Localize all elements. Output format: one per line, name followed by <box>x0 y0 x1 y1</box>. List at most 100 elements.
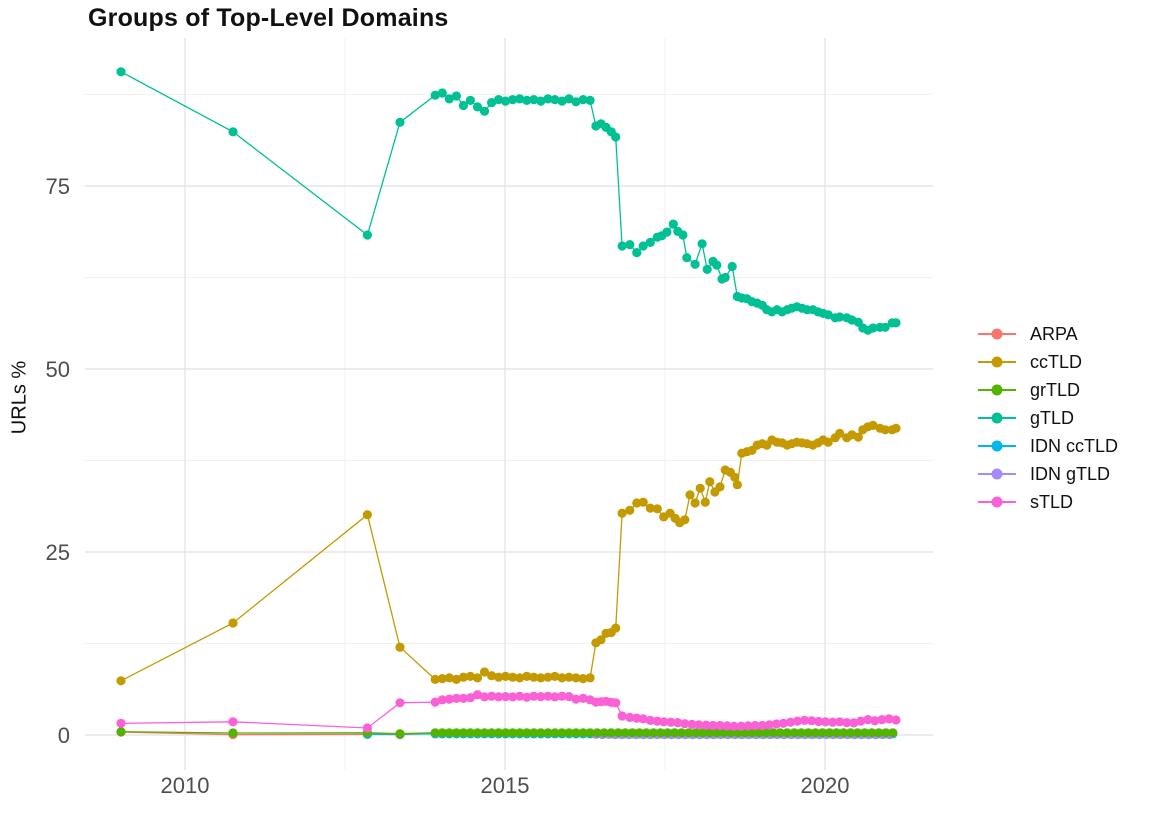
series-point-grTLD <box>670 728 680 738</box>
series-point-gTLD <box>465 95 475 105</box>
series-point-ccTLD <box>395 642 405 652</box>
series-point-grTLD <box>228 728 238 738</box>
series-point-ccTLD <box>625 505 635 515</box>
series-point-ccTLD <box>430 674 440 685</box>
series-point-ccTLD <box>868 420 878 430</box>
series-point-sTLD <box>743 721 753 731</box>
series-point-grTLD <box>487 728 497 738</box>
series-point-grTLD <box>712 728 722 738</box>
series-point-sTLD <box>617 711 627 721</box>
series-point-ccTLD <box>611 623 621 633</box>
series-point-ccTLD <box>116 676 126 686</box>
series-point-grTLD <box>691 728 701 738</box>
series-point-ccTLD <box>617 508 627 518</box>
series-point-gTLD <box>625 240 635 250</box>
series-point-ccTLD <box>444 673 454 683</box>
legend-item-ccTLD: ccTLD <box>977 348 1118 376</box>
legend-label: sTLD <box>1030 491 1074 512</box>
series-point-ccTLD <box>529 672 539 682</box>
x-tick-label: 2010 <box>161 773 210 798</box>
series-point-grTLD <box>803 728 814 738</box>
series-point-sTLD <box>750 720 760 731</box>
series-point-gTLD <box>823 310 833 320</box>
series-point-grTLD <box>592 728 602 738</box>
legend-key-icon <box>978 468 1016 480</box>
series-point-grTLD <box>655 728 666 738</box>
series-point-gTLD <box>682 253 692 263</box>
series-point-grTLD <box>705 728 715 738</box>
series-point-grTLD <box>888 728 898 738</box>
series-point-gTLD <box>578 95 588 105</box>
series-point-grTLD <box>853 728 863 738</box>
series-point-grTLD <box>663 728 673 738</box>
series-point-sTLD <box>884 714 894 724</box>
series-point-ccTLD <box>730 472 740 482</box>
series-point-grTLD <box>719 728 729 738</box>
series-point-grTLD <box>648 728 659 738</box>
series-point-sTLD <box>708 720 718 731</box>
series-point-grTLD <box>627 728 638 738</box>
series-point-sTLD <box>687 719 697 730</box>
series-point-gTLD <box>501 96 511 106</box>
series-point-ccTLD <box>472 673 483 683</box>
series-point-grTLD <box>824 728 835 738</box>
series-point-grTLD <box>810 728 821 738</box>
series-point-grTLD <box>472 728 483 738</box>
series-point-gTLD <box>690 259 700 269</box>
series-point-sTLD <box>116 718 126 728</box>
series-point-gTLD <box>487 98 497 108</box>
series-point-sTLD <box>437 695 447 705</box>
series-point-grTLD <box>761 728 771 738</box>
series-point-gTLD <box>632 248 642 258</box>
chart-title: Groups of Top-Level Domains <box>88 4 449 32</box>
series-point-ccTLD <box>680 515 690 525</box>
legend-item-sTLD: sTLD <box>977 488 1118 516</box>
series-point-sTLD <box>807 716 817 726</box>
series-point-sTLD <box>877 715 887 725</box>
series-point-sTLD <box>701 720 711 730</box>
x-tick-label: 2020 <box>801 773 850 798</box>
series-point-grTLD <box>775 728 785 738</box>
legend-item-grTLD: grTLD <box>977 376 1118 404</box>
series-point-sTLD <box>625 712 635 723</box>
x-tick-label: 2015 <box>481 773 530 798</box>
series-point-grTLD <box>444 728 454 738</box>
series-point-sTLD <box>487 691 497 701</box>
series-point-gTLD <box>536 96 546 106</box>
series-point-grTLD <box>508 728 518 738</box>
series-point-sTLD <box>395 698 405 708</box>
series-point-ccTLD <box>543 672 553 682</box>
series-point-gTLD <box>668 219 678 229</box>
series-point-sTLD <box>557 691 567 701</box>
series-point-ccTLD <box>705 477 715 487</box>
series-point-grTLD <box>634 728 645 738</box>
series-point-gTLD <box>697 239 707 249</box>
series-point-grTLD <box>494 728 504 738</box>
series-point-sTLD <box>842 718 852 728</box>
series-point-sTLD <box>771 719 782 729</box>
series-point-sTLD <box>501 692 511 702</box>
series-point-grTLD <box>529 728 539 738</box>
series-point-gTLD <box>508 95 518 105</box>
y-tick-label: 0 <box>58 723 70 748</box>
series-point-sTLD <box>792 716 803 726</box>
series-point-gTLD <box>550 95 560 105</box>
legend-item-gTLD: gTLD <box>977 404 1118 432</box>
series-point-sTLD <box>891 715 901 725</box>
y-axis-title: URLs % <box>8 360 31 435</box>
series-point-grTLD <box>874 728 884 738</box>
y-tick-label: 25 <box>46 540 70 565</box>
series-point-sTLD <box>430 697 440 707</box>
series-point-grTLD <box>430 728 440 738</box>
series-point-ccTLD <box>578 674 588 684</box>
series-point-sTLD <box>508 692 518 702</box>
series-point-gTLD <box>228 127 238 137</box>
series-point-ccTLD <box>835 428 845 438</box>
y-tick-label: 75 <box>46 174 70 199</box>
series-point-sTLD <box>659 717 669 727</box>
series-point-sTLD <box>785 717 796 727</box>
series-point-grTLD <box>585 728 595 738</box>
series-point-sTLD <box>472 690 483 700</box>
series-point-sTLD <box>228 717 238 727</box>
series-point-gTLD <box>444 94 454 104</box>
